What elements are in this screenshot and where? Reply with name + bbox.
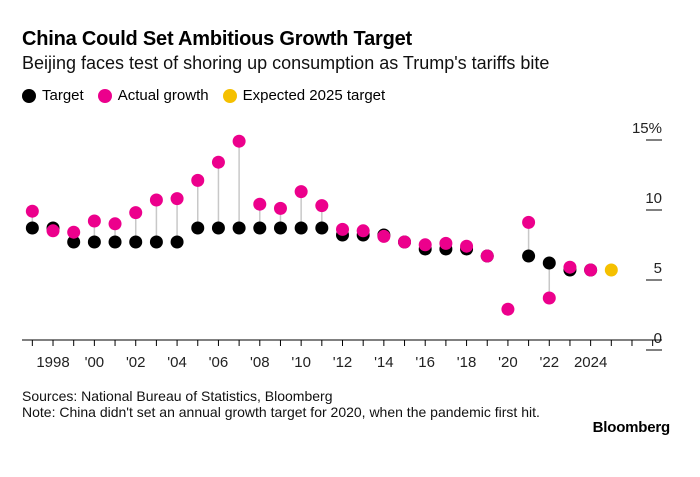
x-tick-label: 1998 (36, 354, 69, 371)
actual-growth-point (253, 197, 267, 211)
note-text: Note: China didn't set an annual growth … (22, 404, 540, 420)
target-point (87, 235, 101, 249)
target-point (315, 221, 329, 235)
x-tick-label: '02 (126, 354, 146, 371)
target-point (232, 221, 246, 235)
actual-growth-point (273, 201, 287, 215)
legend-item-expected-2025-target: Expected 2025 target (222, 87, 386, 104)
legend-label-expected-2025-target: Expected 2025 target (242, 87, 386, 104)
target-point (294, 221, 308, 235)
actual-growth-point (46, 224, 60, 238)
y-tick-label: 15% (632, 120, 662, 137)
chart-title: China Could Set Ambitious Growth Target (22, 28, 412, 50)
actual-growth-point (211, 155, 225, 169)
actual-growth-point (584, 263, 598, 277)
actual-growth-point (232, 134, 246, 148)
actual-growth-point (418, 238, 432, 252)
legend-swatch-expected-2025-target (222, 88, 237, 103)
y-tick-label: 0 (654, 330, 662, 347)
x-tick-label: '16 (415, 354, 435, 371)
actual-growth-point (377, 229, 391, 243)
x-tick-label: '04 (167, 354, 187, 371)
legend-swatch-actual-growth (97, 88, 112, 103)
y-tick-label: 10 (645, 190, 662, 207)
target-point (542, 256, 556, 270)
actual-growth-point (191, 173, 205, 187)
target-point (67, 235, 81, 249)
target-point (273, 221, 287, 235)
actual-growth-point (522, 215, 536, 229)
legend-item-target: Target (22, 87, 84, 104)
legend: Target Actual growth Expected 2025 targe… (22, 87, 399, 104)
target-point (211, 221, 225, 235)
x-tick-label: '22 (539, 354, 559, 371)
target-point (108, 235, 122, 249)
expected-2025-target-point (604, 263, 618, 277)
legend-label-actual-growth: Actual growth (117, 87, 209, 104)
chart-subtitle: Beijing faces test of shoring up consump… (22, 53, 550, 73)
legend-label-target: Target (42, 87, 84, 104)
chart-footer: Sources: National Bureau of Statistics, … (22, 388, 582, 420)
x-tick-label: '10 (291, 354, 311, 371)
x-tick-label: '20 (498, 354, 518, 371)
actual-growth-point (480, 249, 494, 263)
target-point (191, 221, 205, 235)
target-point (253, 221, 267, 235)
x-tick-label: '06 (209, 354, 229, 371)
actual-growth-point (336, 222, 349, 236)
legend-item-actual-growth: Actual growth (97, 87, 209, 104)
actual-growth-point (67, 225, 81, 239)
actual-growth-point (563, 260, 577, 274)
actual-growth-point (108, 217, 122, 231)
target-point (149, 235, 163, 249)
target-point (522, 249, 536, 263)
actual-growth-point (439, 236, 453, 250)
legend-swatch-target (22, 88, 36, 103)
actual-growth-point (87, 214, 101, 228)
x-tick-label: '14 (374, 354, 394, 371)
bloomberg-logo: Bloomberg (592, 419, 671, 436)
actual-growth-point (170, 192, 184, 206)
target-point (170, 235, 184, 249)
target-point (25, 221, 39, 235)
actual-growth-point (356, 224, 370, 238)
x-tick-label: '08 (250, 354, 270, 371)
x-tick-label: '18 (457, 354, 477, 371)
x-tick-label: 2024 (574, 354, 607, 371)
x-tick-label: '00 (85, 354, 105, 371)
x-tick-label: '12 (333, 354, 353, 371)
sources-text: Sources: National Bureau of Statistics, … (22, 388, 333, 404)
actual-growth-point (501, 302, 515, 316)
target-point (129, 235, 143, 249)
actual-growth-point (129, 206, 143, 220)
actual-growth-point (398, 235, 412, 249)
actual-growth-point (25, 204, 39, 218)
actual-growth-point (460, 239, 474, 253)
actual-growth-point (315, 199, 329, 213)
actual-growth-point (149, 193, 163, 207)
actual-growth-point (294, 185, 308, 199)
actual-growth-point (542, 291, 556, 305)
y-tick-label: 5 (654, 260, 662, 277)
